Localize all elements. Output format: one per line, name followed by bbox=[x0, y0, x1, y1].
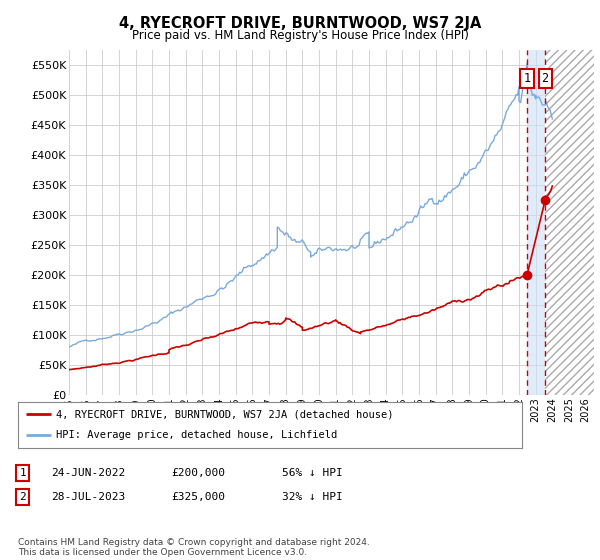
Text: 32% ↓ HPI: 32% ↓ HPI bbox=[282, 492, 343, 502]
Text: 56% ↓ HPI: 56% ↓ HPI bbox=[282, 468, 343, 478]
Text: HPI: Average price, detached house, Lichfield: HPI: Average price, detached house, Lich… bbox=[56, 431, 337, 441]
Bar bbox=[545, 50, 594, 395]
Text: Contains HM Land Registry data © Crown copyright and database right 2024.
This d: Contains HM Land Registry data © Crown c… bbox=[18, 538, 370, 557]
Text: £325,000: £325,000 bbox=[171, 492, 225, 502]
Text: 2: 2 bbox=[542, 72, 549, 85]
Text: 2: 2 bbox=[19, 492, 26, 502]
Text: 1: 1 bbox=[19, 468, 26, 478]
Text: Price paid vs. HM Land Registry's House Price Index (HPI): Price paid vs. HM Land Registry's House … bbox=[131, 29, 469, 42]
Text: £200,000: £200,000 bbox=[171, 468, 225, 478]
Text: 28-JUL-2023: 28-JUL-2023 bbox=[51, 492, 125, 502]
Text: 24-JUN-2022: 24-JUN-2022 bbox=[51, 468, 125, 478]
Text: 1: 1 bbox=[523, 72, 530, 85]
Text: 4, RYECROFT DRIVE, BURNTWOOD, WS7 2JA: 4, RYECROFT DRIVE, BURNTWOOD, WS7 2JA bbox=[119, 16, 481, 31]
Text: 4, RYECROFT DRIVE, BURNTWOOD, WS7 2JA (detached house): 4, RYECROFT DRIVE, BURNTWOOD, WS7 2JA (d… bbox=[56, 409, 394, 419]
Bar bbox=[527, 50, 545, 395]
